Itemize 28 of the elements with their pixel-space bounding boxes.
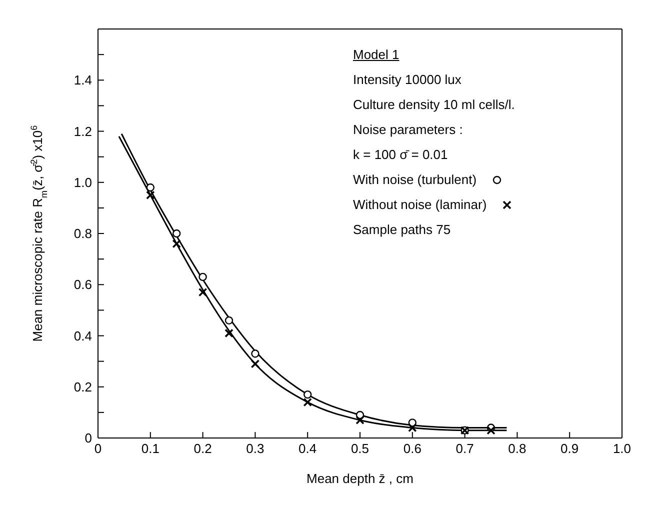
x-tick-label: 0.9 xyxy=(560,441,579,456)
x-tick-label: 0.3 xyxy=(246,441,264,456)
legend-label: Without noise (laminar) xyxy=(353,196,487,214)
x-tick-label: 1.0 xyxy=(612,441,632,456)
y-tick-label: 1.0 xyxy=(74,174,92,190)
x-tick-label: 0 xyxy=(94,441,102,456)
x-tick-label: 0.7 xyxy=(456,441,474,456)
y-tick-label: 0.8 xyxy=(74,226,92,242)
x-axis-title: Mean depth z̄ , cm xyxy=(306,471,414,486)
annotation: k = 100 σ̄ = 0.01 xyxy=(353,146,449,164)
annotation: Model 1 xyxy=(353,46,400,64)
annotation: Intensity 10000 lux xyxy=(353,71,462,89)
annotation: Culture density 10 ml cells/l. xyxy=(353,96,516,114)
y-tick-label: 0 xyxy=(84,430,92,446)
x-tick-label: 0.6 xyxy=(403,441,422,456)
legend-label: With noise (turbulent) xyxy=(353,171,477,189)
x-tick-label: 0.4 xyxy=(298,441,317,456)
y-tick-label: 0.2 xyxy=(74,379,92,394)
annotation: Noise parameters : xyxy=(353,121,464,139)
x-tick-label: 0.8 xyxy=(508,441,526,456)
y-tick-label: 1.2 xyxy=(74,124,92,139)
x-tick-label: 0.2 xyxy=(194,441,212,456)
y-tick-label: 0.6 xyxy=(74,277,92,292)
y-tick-label: 0.4 xyxy=(74,328,92,344)
annotation: Sample paths 75 xyxy=(353,221,452,239)
x-tick-label: 0.1 xyxy=(141,441,160,456)
y-tick-label: 1.4 xyxy=(74,72,92,88)
x-tick-label: 0.5 xyxy=(350,441,370,456)
